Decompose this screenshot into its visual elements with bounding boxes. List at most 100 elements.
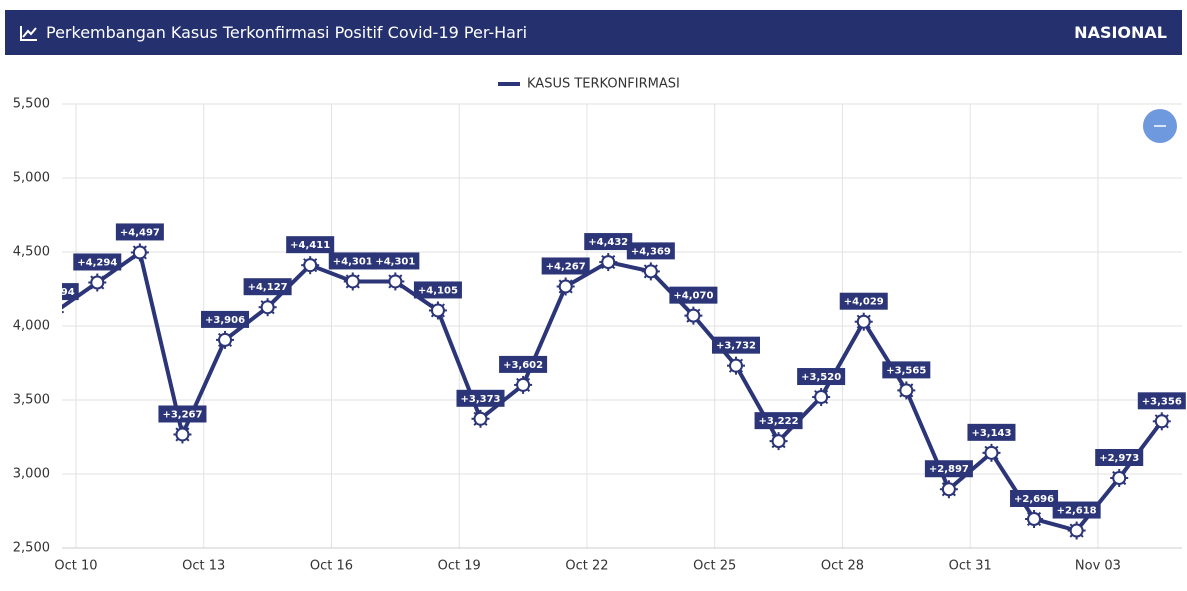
point-marker [897,381,916,400]
value-label-box [626,242,675,260]
value-label: +3,520 [801,372,841,383]
value-label-box [754,412,803,430]
header: Perkembangan Kasus Terkonfirmasi Positif… [5,10,1182,55]
value-label: +4,029 [844,297,884,308]
value-label-box [669,286,718,304]
point-marker [1025,509,1044,528]
legend-label: KASUS TERKONFIRMASI [527,77,680,92]
value-label: +4,432 [588,237,628,248]
value-label-box [839,292,888,310]
value-label: +4,127 [248,282,288,293]
value-label: +3,356 [1142,396,1182,407]
point-marker [641,262,660,281]
point-marker [1067,521,1086,540]
value-label-box [499,355,548,373]
value-label: +2,618 [1057,506,1097,517]
y-tick-label: 3,500 [13,393,50,408]
value-label-box [115,223,164,241]
y-tick-label: 5,000 [13,171,50,186]
value-label: +4,497 [120,227,160,238]
point-marker [471,409,490,428]
value-label: +4,105 [418,285,458,296]
point-marker [726,356,745,375]
point-marker [130,243,149,262]
value-label-box [201,310,250,328]
value-label-box [924,460,973,478]
value-label: +3,373 [461,394,501,405]
value-label: +3,267 [162,409,202,420]
value-label-box [541,257,590,275]
point-marker [1152,412,1171,431]
value-label: +4,301 [333,256,373,267]
value-label-box [1137,392,1186,410]
value-label-box [1052,501,1101,519]
value-label-box [158,405,207,423]
x-tick-label: Oct 10 [54,559,97,574]
point-marker [854,312,873,331]
value-label-box [1010,489,1059,507]
value-label: +4,094 [35,287,75,298]
x-tick-label: Oct 31 [949,559,992,574]
point-marker [812,388,831,407]
point-marker [216,330,235,349]
value-label-box [243,278,292,296]
point-marker [1110,468,1129,487]
y-tick-label: 4,500 [13,245,50,260]
value-label-box [1095,448,1144,466]
header-title-wrap: Perkembangan Kasus Terkonfirmasi Positif… [20,23,527,42]
value-label-box [73,253,122,271]
value-label: +4,267 [546,261,586,272]
value-label: +2,696 [1014,494,1054,505]
x-tick-label: Oct 16 [310,559,353,574]
value-label: +3,222 [759,416,799,427]
value-label-box [413,281,462,299]
header-scope: NASIONAL [1074,23,1167,42]
point-marker [599,253,618,272]
value-label: +3,732 [716,341,756,352]
zoom-button[interactable] [1143,109,1177,143]
point-marker [939,480,958,499]
point-marker [982,443,1001,462]
point-marker [684,306,703,325]
header-title: Perkembangan Kasus Terkonfirmasi Positif… [46,23,528,42]
point-marker [301,256,320,275]
value-label-box [62,283,79,301]
x-tick-label: Oct 13 [182,559,225,574]
x-tick-label: Oct 28 [821,559,864,574]
point-marker [173,425,192,444]
value-label-box [584,233,633,251]
y-tick-label: 5,500 [13,97,50,112]
value-label-box [286,236,335,254]
value-label: +4,070 [673,291,713,302]
value-label: +2,973 [1099,453,1139,464]
value-label: +3,143 [971,428,1011,439]
value-label: +3,906 [205,315,245,326]
y-tick-label: 4,000 [13,319,50,334]
x-tick-label: Oct 22 [565,559,608,574]
y-tick-label: 2,500 [13,541,50,556]
series-line [62,249,1164,533]
value-label-box [456,389,505,407]
x-tick-label: Nov 03 [1075,559,1121,574]
value-label-box [328,252,377,270]
point-marker [769,432,788,451]
point-marker [514,375,533,394]
value-label: +4,294 [77,257,117,268]
value-label: +2,897 [929,464,969,475]
value-label: +4,369 [631,246,671,257]
y-tick-label: 3,000 [13,467,50,482]
value-label-box [371,252,420,270]
value-label: +3,565 [886,365,926,376]
point-marker [386,272,405,291]
value-label-box [797,368,846,386]
x-tick-label: Oct 19 [438,559,481,574]
value-label-box [967,423,1016,441]
value-label: +4,301 [375,256,415,267]
value-label: +4,411 [290,240,330,251]
point-marker [258,298,277,317]
point-marker [428,301,447,320]
point-marker [88,273,107,292]
point-marker [343,272,362,291]
